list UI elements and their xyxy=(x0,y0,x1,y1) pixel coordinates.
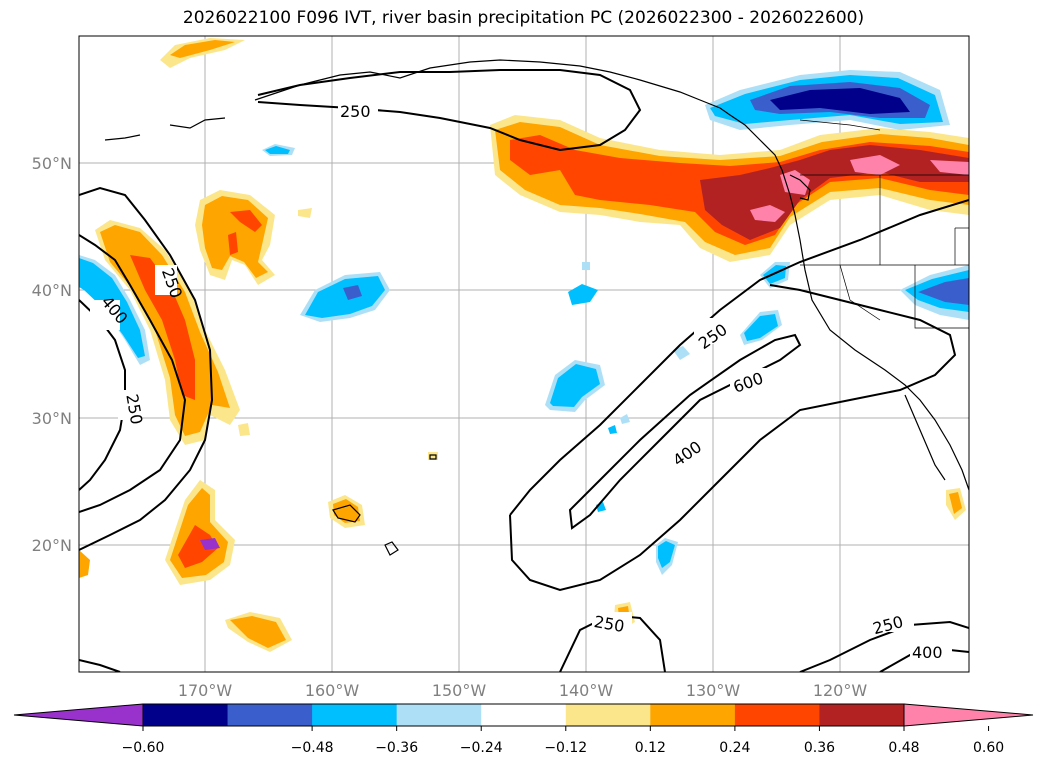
lon-labels: 170°W 160°W 150°W 140°W 130°W 120°W xyxy=(178,681,868,700)
colorbar-tick-label: 0.60 xyxy=(973,740,1004,756)
colorbar-extend-right xyxy=(904,704,1033,726)
colorbar-frame xyxy=(142,703,905,727)
colorbar-tick-label: −0.60 xyxy=(122,740,165,756)
political-borders xyxy=(799,119,969,329)
colorbar-segment xyxy=(734,704,820,726)
colorbar-extend-left xyxy=(14,704,143,726)
lon-label: 170°W xyxy=(178,681,233,700)
precip-positive-band xyxy=(490,115,969,262)
colorbar-segment xyxy=(481,704,567,726)
lon-label: 130°W xyxy=(686,681,741,700)
colorbar-segment xyxy=(819,704,905,726)
lat-labels: 50°N 40°N 30°N 20°N xyxy=(32,154,72,555)
colorbar-segment xyxy=(312,704,398,726)
contour-label-400: 400 xyxy=(912,643,943,662)
colorbar-tick-label: 0.48 xyxy=(888,740,919,756)
precip-positive-west xyxy=(79,190,966,652)
colorbar-segment xyxy=(143,704,229,726)
lon-label: 150°W xyxy=(432,681,487,700)
precip-positive-top xyxy=(160,38,245,68)
lon-label: 140°W xyxy=(559,681,614,700)
colorbar-segment xyxy=(565,704,651,726)
coastlines xyxy=(104,59,969,556)
lat-label: 40°N xyxy=(32,281,72,300)
colorbar-tick-label: −0.24 xyxy=(460,740,503,756)
lat-label: 50°N xyxy=(32,154,72,173)
contour-label-250: 250 xyxy=(340,102,371,121)
map-title: 2026022100 F096 IVT, river basin precipi… xyxy=(182,8,865,28)
colorbar-extend-outline xyxy=(13,703,1034,727)
lon-label: 160°W xyxy=(305,681,360,700)
lat-label: 30°N xyxy=(32,409,72,428)
colorbar-tick-label: 0.24 xyxy=(719,740,750,756)
colorbar-tick-label: −0.48 xyxy=(291,740,334,756)
colorbar-tick-label: 0.36 xyxy=(804,740,835,756)
colorbar-segment xyxy=(396,704,482,726)
colorbar-tick-label: 0.12 xyxy=(635,740,666,756)
colorbar-segment xyxy=(650,704,736,726)
colorbar-tick-label: −0.12 xyxy=(544,740,587,756)
lon-label: 120°W xyxy=(813,681,868,700)
colorbar-segment xyxy=(227,704,313,726)
colorbar: −0.60 −0.48 −0.36 −0.24 −0.12 0.12 0.24 0.36 0.4… xyxy=(13,703,1034,756)
lat-label: 20°N xyxy=(32,536,72,555)
colorbar-tick-label: −0.36 xyxy=(375,740,418,756)
map-frame xyxy=(78,35,970,673)
